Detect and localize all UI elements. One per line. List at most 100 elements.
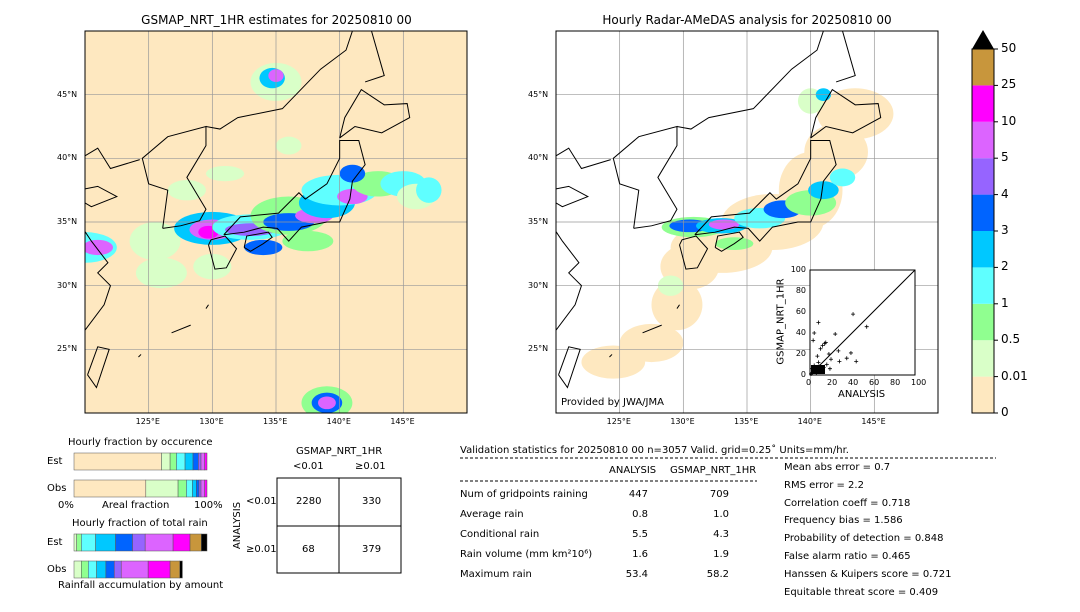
score-line: RMS error = 2.2 [784,479,864,491]
rain-area [129,222,181,261]
lat-tick-label: 35°N [528,217,549,226]
rain-area [318,396,336,410]
coastline [676,304,680,309]
coastline [171,324,191,334]
coastline [85,230,112,331]
scatter-point [833,332,838,337]
lat-tick-label: 40°N [57,153,78,163]
colorbar-segment [972,158,994,195]
coastline [694,140,837,242]
contingency-col-0: <0.01 [293,461,324,472]
colorbar-label: 1 [1001,295,1009,310]
colorbar-segment [972,121,994,159]
coastline [364,31,385,83]
stat-label: Num of gridpoints raining [460,489,588,500]
scatter-point [837,359,842,364]
scatter-point [812,331,817,335]
score-line: Mean abs error = 0.7 [784,462,891,473]
lon-tick-label: 135°E [263,417,288,426]
coastline [556,185,590,208]
rain-obs-segment [73,560,82,579]
coastline [679,235,709,270]
lon-tick-label: 140°E [797,417,822,426]
rain-est-segment [189,533,202,552]
occurrence-obs-segment [200,479,205,498]
scatter-y-tick: 100 [790,265,806,274]
coastline [87,346,110,389]
lat-tick-label: 30°N [57,280,78,290]
coastline [642,324,662,334]
scatter-point [854,359,859,364]
scatter-y-tick: 0 [800,370,806,379]
occ-100-tick: 100% [194,500,223,511]
scatter-point [864,324,869,329]
contingency-col-1: ≥0.01 [355,461,386,472]
lon-tick-label: 145°E [861,417,886,426]
rain-est-segment [73,533,77,552]
colorbar-segment [972,267,994,304]
occurrence-est-segment [169,452,177,471]
lon-tick-label: 130°E [670,417,695,426]
cell-hit: 379 [362,544,382,555]
lat-tick-label: 45°N [528,89,549,99]
stats-col-gsmap: GSMAP_NRT_1HR [670,465,757,476]
contingency-row-0: <0.01 [246,496,277,507]
rain-obs-segment [113,560,122,579]
colorbar-segment [972,194,994,231]
occurrence-est-segment [73,452,162,471]
rain-area [619,323,684,363]
colorbar-label: 0.01 [1001,368,1028,383]
occurrence-est-segment [161,452,171,471]
rain-xlabel: Rainfall accumulation by amount [58,580,224,591]
scatter-point [824,362,829,367]
lat-tick-label: 30°N [528,280,549,290]
scatter-point [815,354,820,359]
occurrence-est-segment [198,452,202,471]
coastline [138,354,142,358]
scatter-point [844,356,849,361]
score-line: Frequency bias = 1.586 [784,515,903,527]
scatter-x-tick: 40 [848,378,859,387]
coastline [676,31,824,130]
scatter-x-tick: 20 [827,378,838,387]
occurrence-est-segment [184,452,194,471]
stat-gsmap-value: 1.0 [713,509,729,520]
scatter-point [848,350,853,355]
rain-area [416,177,442,203]
rain-est-segment [132,533,146,552]
lon-tick-label: 140°E [326,417,351,426]
rain-area [808,181,839,200]
rain-obs-label: Obs [47,564,67,575]
occurrence-obs-segment [198,479,202,498]
scatter-x-tick: 80 [890,378,901,387]
coastline [141,125,207,229]
occurrence-est-segment [176,452,186,471]
colorbar-label: 0.5 [1001,332,1021,347]
scatter-x-tick: 0 [806,378,812,387]
scatter-x-tick: 60 [869,378,880,387]
scatter-point [836,348,841,353]
coastline [339,88,411,139]
right-map-frame [555,30,939,414]
contingency-col-title: GSMAP_NRT_1HR [296,446,383,457]
stat-analysis-value: 53.4 [625,569,648,580]
stat-label: Maximum rain [460,569,532,580]
lat-tick-label: 35°N [57,217,78,226]
lat-tick-label: 40°N [528,153,549,163]
scatter-point [816,320,821,325]
rain-title: Hourly fraction of total rain [72,518,208,529]
credit-text: Provided by JWA/JMA [561,397,664,408]
lon-tick-label: 125°E [606,417,631,426]
rain-area [205,165,245,182]
score-line: Hanssen & Kuipers score = 0.721 [784,568,952,580]
colorbar-label: 10 [1001,113,1017,128]
colorbar-segment [972,376,994,413]
rain-area [167,179,206,201]
score-line: Probability of detection = 0.848 [784,533,944,545]
colorbar-label: 50 [1001,41,1017,55]
rain-obs-segment [169,560,180,579]
scatter-point-cluster [811,365,825,374]
stat-gsmap-value: 58.2 [706,569,729,580]
score-line: Correlation coeff = 0.718 [784,497,911,509]
